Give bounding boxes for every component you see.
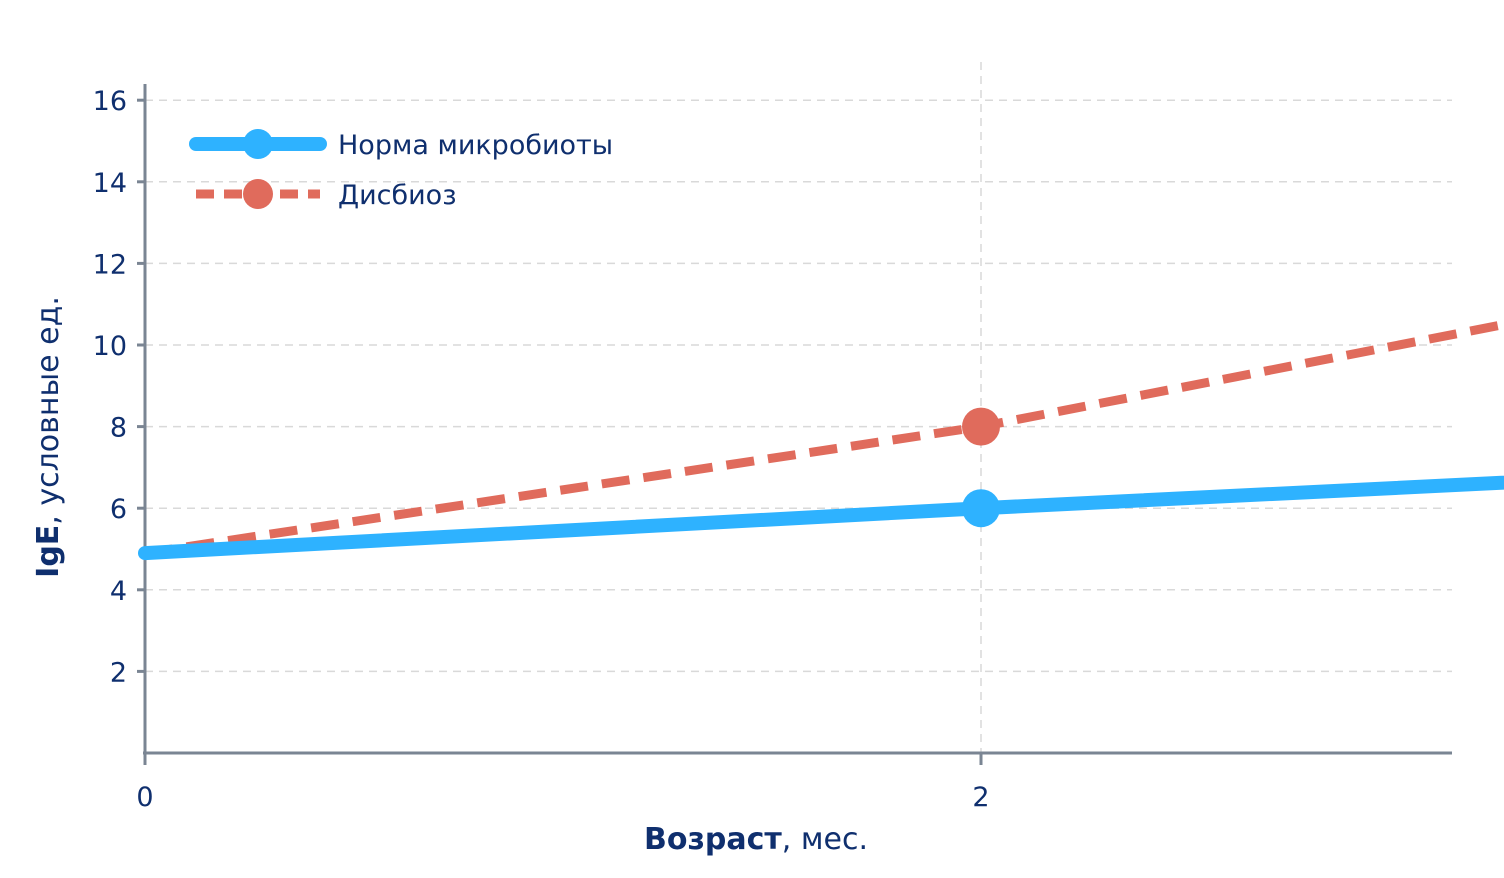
y-tick-label: 6 <box>110 494 127 525</box>
grid <box>145 62 1452 753</box>
y-tick-label: 12 <box>93 249 127 280</box>
y-tick-label: 4 <box>110 576 127 607</box>
x-axis-title-bold: Возраст <box>644 822 782 857</box>
legend: Норма микробиоты Дисбиоз <box>189 129 613 211</box>
x-tick-label: 2 <box>972 782 989 813</box>
y-tick-label: 8 <box>110 413 127 444</box>
x-axis-title-rest: , мес. <box>782 822 868 857</box>
legend-label-2: Дисбиоз <box>338 180 457 211</box>
y-tick-label: 16 <box>93 86 127 117</box>
y-tick-label: 2 <box>110 657 127 688</box>
legend-marker-1 <box>243 129 273 159</box>
x-tick-label: 0 <box>136 782 153 813</box>
y-tick-label: 10 <box>93 331 127 362</box>
x-axis-title: Возраст, мес. <box>644 822 868 857</box>
series-line-1 <box>138 475 1504 561</box>
plot-area <box>138 319 1504 561</box>
series-line-2 <box>144 319 1504 558</box>
y-tick-label: 14 <box>93 168 127 199</box>
y-axis-title-bold: IgE <box>31 525 66 578</box>
legend-label-1: Норма микробиоты <box>338 130 613 161</box>
series-2-point <box>962 407 1000 446</box>
legend-marker-2 <box>243 179 273 209</box>
series-1-point <box>962 489 1000 528</box>
axes: 2468101214160246 <box>93 84 1452 813</box>
y-axis-title-rest: , условные ед. <box>31 296 66 525</box>
y-axis-title: IgE, условные ед. <box>31 296 66 578</box>
